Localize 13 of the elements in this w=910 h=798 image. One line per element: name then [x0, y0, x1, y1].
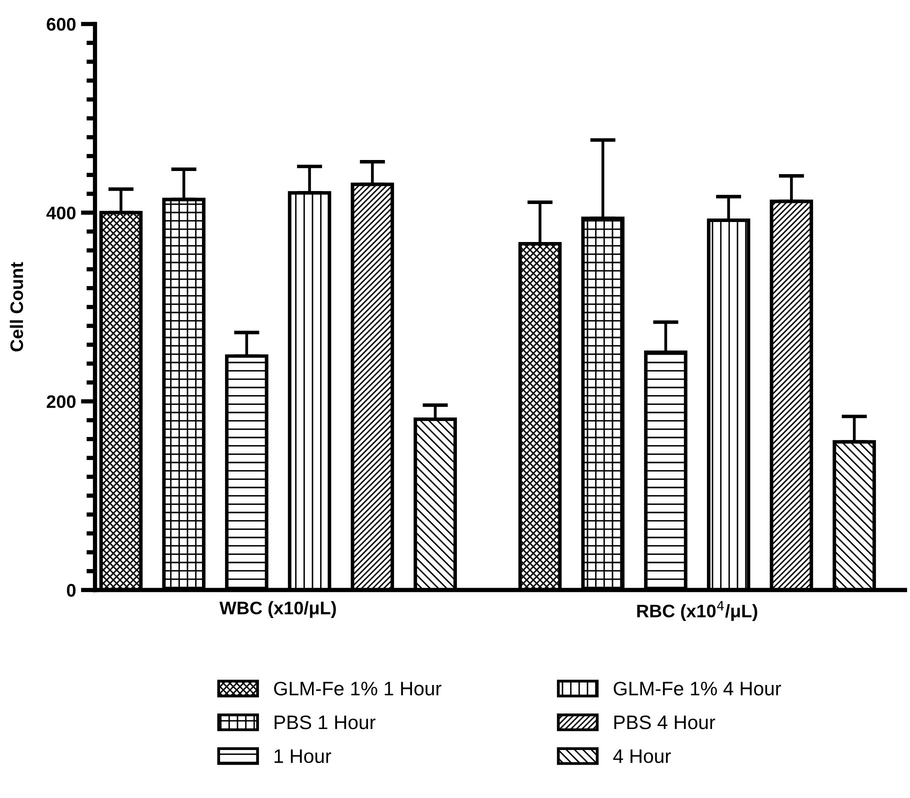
- y-tick-label: 400: [46, 206, 76, 220]
- legend-label: 1 Hour: [274, 749, 332, 764]
- legend-label: GLM-Fe 1% 4 Hour: [614, 682, 782, 696]
- y-tick-label: 600: [46, 18, 76, 31]
- legend-label: GLM-Fe 1% 1 Hour: [274, 682, 442, 696]
- x-tick-label: RBC (x10$^{4}$/μL): [637, 601, 758, 621]
- legend-label: 4 Hour: [613, 749, 671, 764]
- y-tick-label: 200: [46, 395, 76, 408]
- y-tick-label: 0: [66, 584, 76, 597]
- y-axis-title: Cell Count: [10, 262, 24, 352]
- legend-label: PBS 1 Hour: [274, 715, 376, 730]
- x-tick-label: WBC (x10/μL): [219, 601, 336, 618]
- legend-label: PBS 4 Hour: [614, 715, 716, 730]
